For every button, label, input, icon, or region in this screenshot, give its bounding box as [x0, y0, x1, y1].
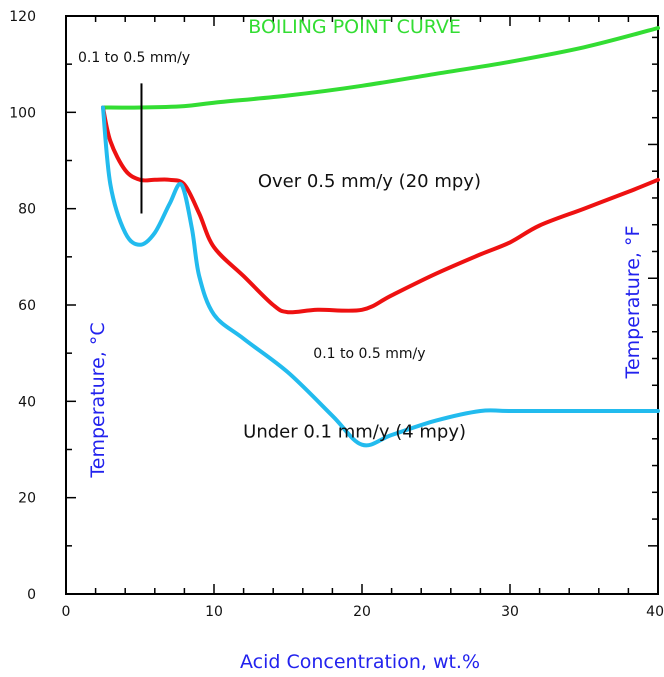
y-tick-label: 100 — [9, 105, 36, 121]
x-tick-label: 20 — [353, 604, 371, 620]
y-tick-label: 40 — [18, 394, 36, 410]
annotation-3: 0.1 to 0.5 mm/y — [313, 346, 425, 362]
y-tick-label: 0 — [27, 587, 36, 603]
y-tick-label: 20 — [18, 491, 36, 507]
y-tick-label: 80 — [18, 202, 36, 218]
annotation-2: Over 0.5 mm/y (20 mpy) — [258, 171, 481, 192]
y-tick-label: 120 — [9, 9, 36, 25]
plot-frame — [65, 15, 659, 595]
x-ticks: 0 10 20 30 40 — [62, 16, 664, 620]
series-layer — [101, 26, 660, 448]
x-tick-label: 0 — [62, 604, 71, 620]
x-tick-label: 30 — [501, 604, 519, 620]
series-line-1 — [101, 105, 660, 315]
y-tick-label: 60 — [18, 298, 36, 314]
y-ticks: 0 20 40 60 80 100 120 — [9, 9, 76, 603]
annotation-1: 0.1 to 0.5 mm/y — [78, 50, 190, 66]
series-line-2 — [101, 105, 660, 448]
annotation-0: BOILING POINT CURVE — [248, 16, 461, 38]
y-axis-label-right: Temperature, °F — [622, 226, 644, 380]
annotation-4: Under 0.1 mm/y (4 mpy) — [243, 421, 466, 442]
x-tick-label: 10 — [205, 604, 223, 620]
annotations: BOILING POINT CURVE 0.1 to 0.5 mm/y Over 0… — [78, 16, 481, 443]
x-axis-label: Acid Concentration, wt.% — [240, 651, 480, 673]
x-tick-label: 40 — [646, 604, 664, 620]
right-axis-ticks — [648, 36, 658, 547]
y-axis-label-left: Temperature, °C — [87, 322, 109, 478]
series-line-0 — [101, 26, 660, 110]
